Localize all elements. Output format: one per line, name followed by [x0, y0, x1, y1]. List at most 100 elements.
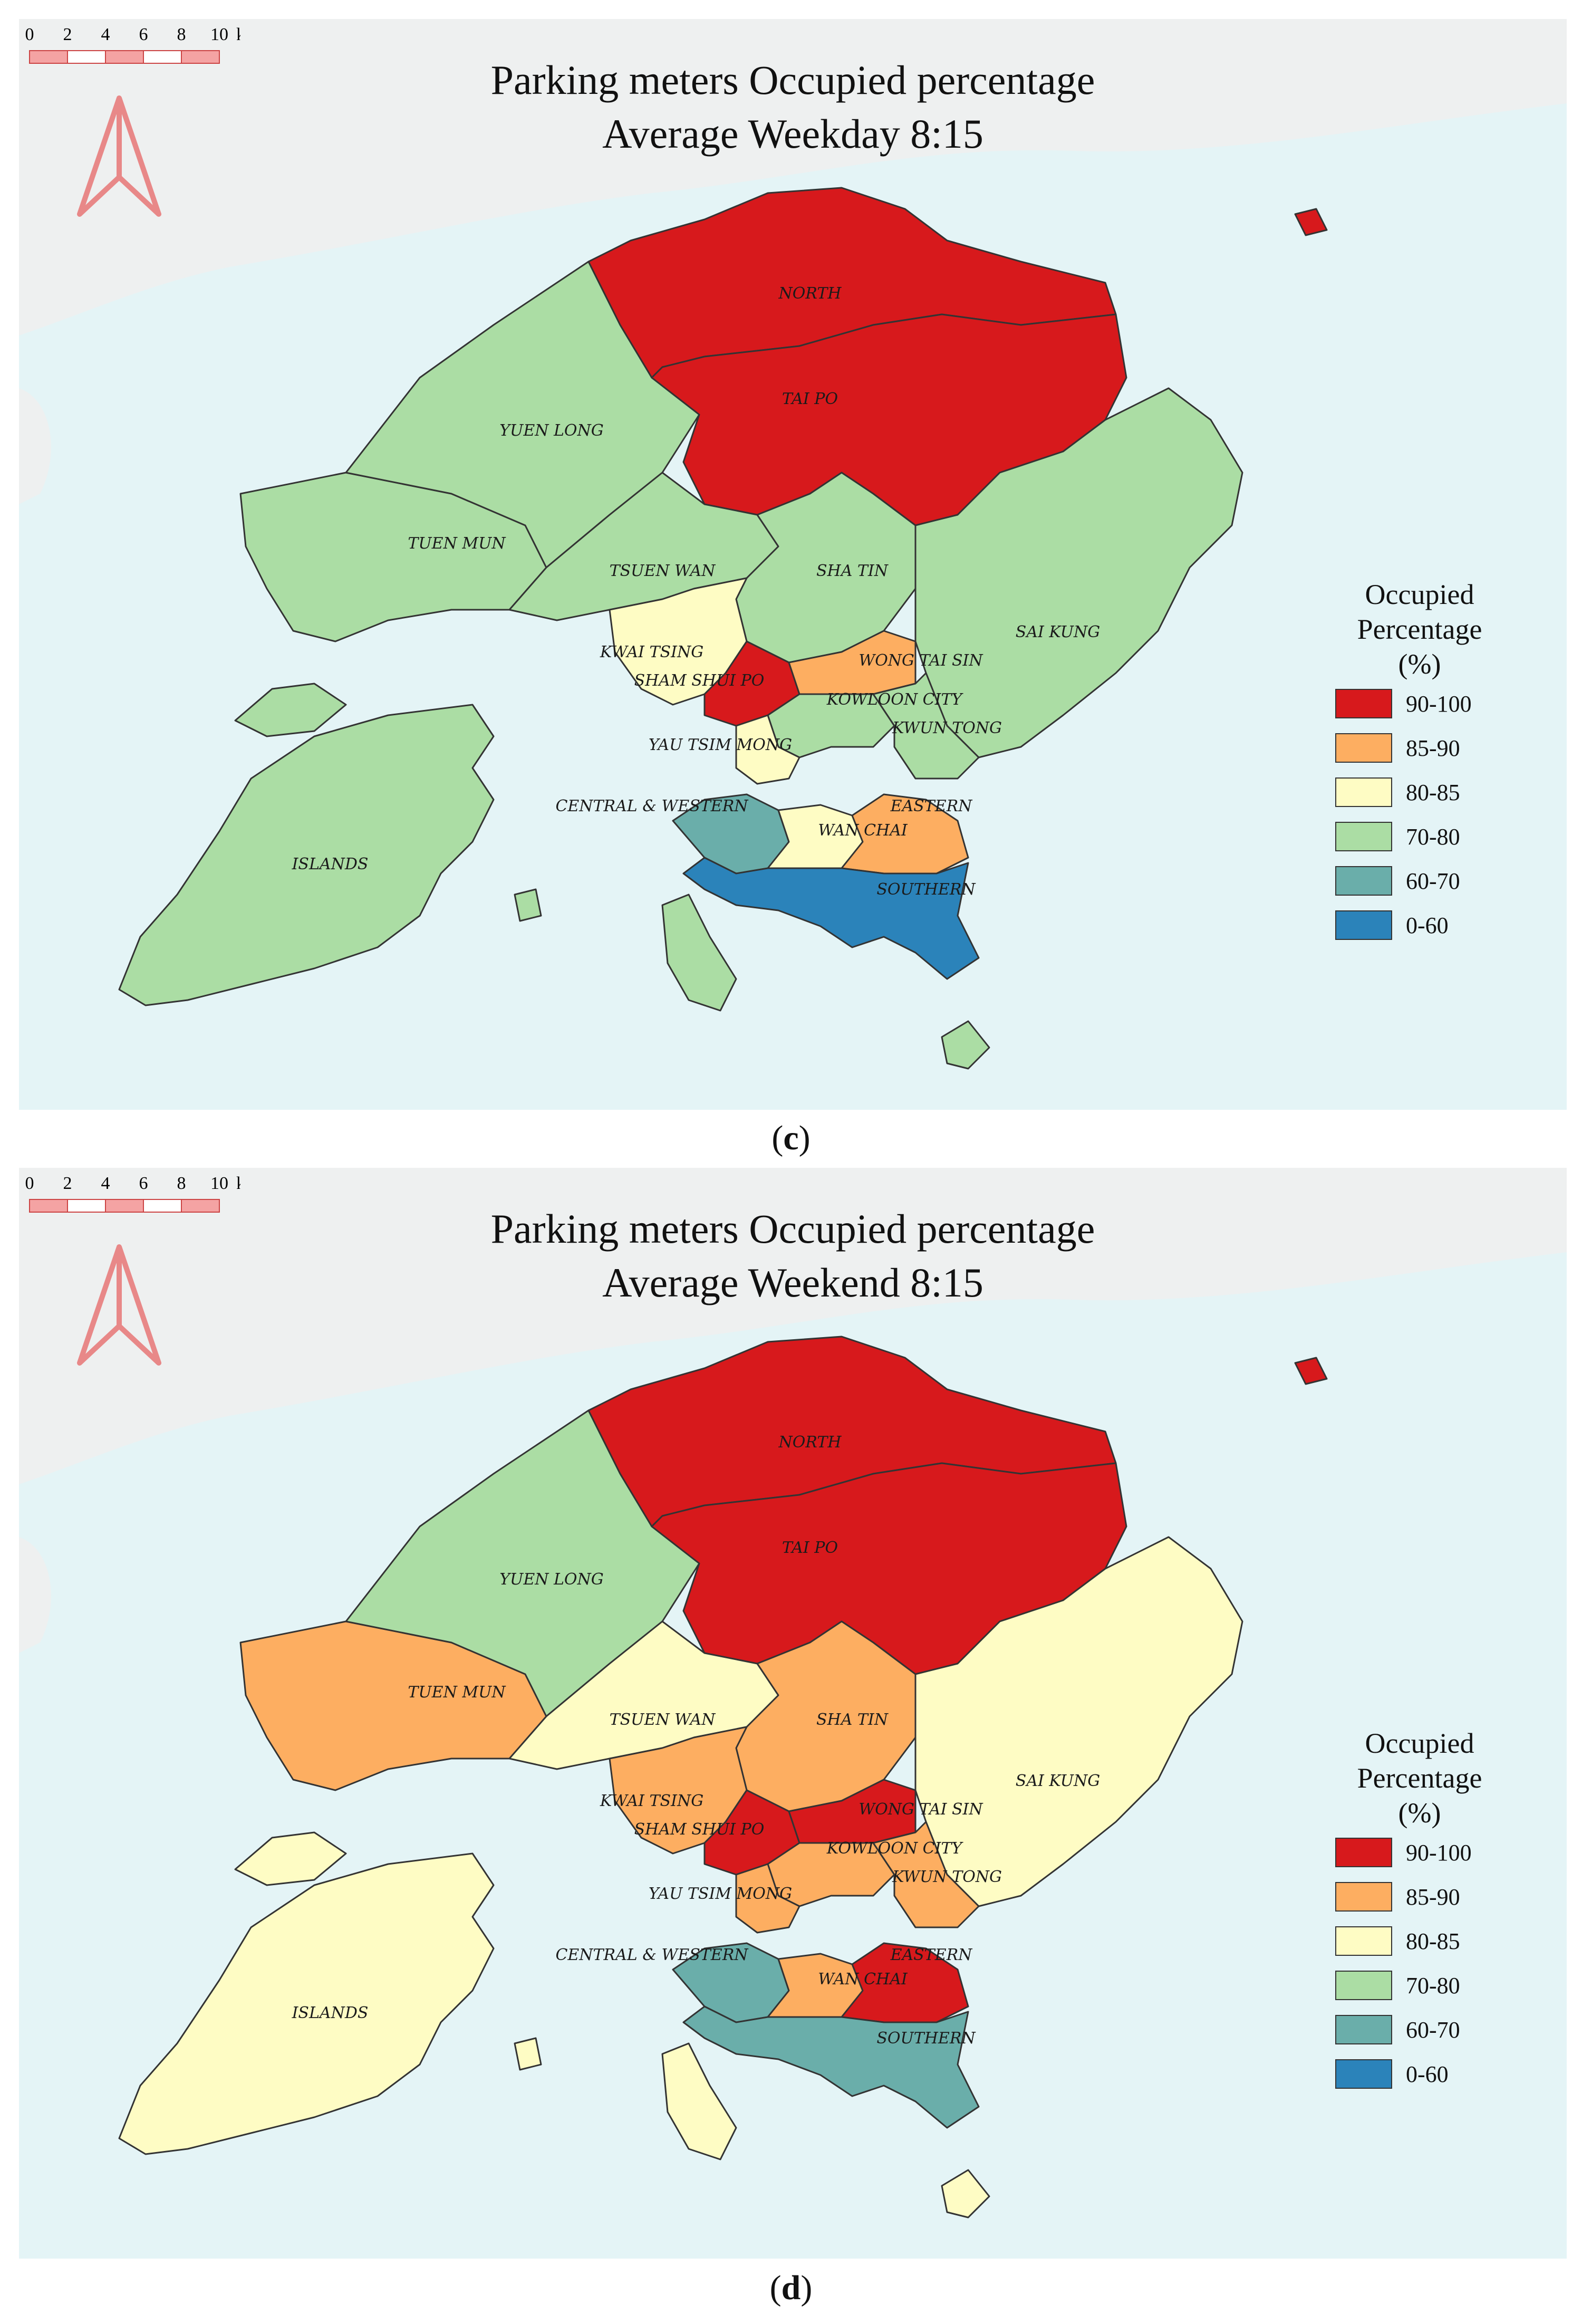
label-yau-tsim-mong: YAU TSIM MONG	[649, 736, 792, 754]
label-tsuen-wan: TSUEN WAN	[610, 562, 717, 580]
legend-swatch	[1335, 822, 1392, 851]
scale-segment	[29, 50, 68, 64]
label-tai-po: TAI PO	[782, 1539, 838, 1557]
label-sham-shui-po: SHAM SHUI PO	[634, 671, 765, 690]
legend-item: 0-60	[1335, 2052, 1504, 2096]
legend-swatch	[1335, 1838, 1392, 1867]
label-kowloon-city: KOWLOON CITY	[826, 1839, 964, 1858]
legend: Occupied Percentage (%) 90-100 85-90 80-…	[1335, 577, 1504, 947]
legend-label: 0-60	[1406, 912, 1449, 938]
label-yau-tsim-mong: YAU TSIM MONG	[649, 1885, 792, 1903]
scale-tick-label: 2	[63, 25, 72, 44]
scale-segment	[105, 1199, 144, 1213]
map-title-line1: Parking meters Occupied percentage	[490, 57, 1095, 103]
label-eastern: EASTERN	[890, 797, 973, 815]
label-wan-chai: WAN CHAI	[818, 1970, 908, 1989]
legend-item: 70-80	[1335, 814, 1504, 859]
scale-tick-label: 8	[177, 1174, 186, 1193]
district-labels: NORTH TAI PO YUEN LONG TUEN MUN TSUEN WA…	[292, 1433, 1101, 2048]
legend-swatch	[1335, 2015, 1392, 2044]
label-kowloon-city: KOWLOON CITY	[826, 690, 964, 709]
label-sham-shui-po: SHAM SHUI PO	[634, 1820, 765, 1839]
label-north: NORTH	[778, 284, 842, 303]
district-labels: NORTH TAI PO YUEN LONG TUEN MUN TSUEN WA…	[292, 284, 1101, 899]
legend-swatch	[1335, 689, 1392, 718]
label-sha-tin: SHA TIN	[816, 1711, 889, 1729]
choropleth-map: NORTH TAI PO YUEN LONG TUEN MUN TSUEN WA…	[19, 1168, 1567, 2219]
label-sai-kung: SAI KUNG	[1016, 1772, 1100, 1790]
scale-bar: 0 2 4 6 8 10 km	[25, 1174, 240, 1213]
scale-tick-label: 6	[139, 1174, 148, 1193]
basemap-mainland	[19, 19, 1567, 335]
legend-title-line3: (%)	[1398, 1797, 1441, 1829]
legend-title-line2: Percentage	[1357, 613, 1482, 645]
scale-bar: 0 2 4 6 8 10 km	[25, 25, 240, 64]
label-central-western: CENTRAL & WESTERN	[555, 797, 749, 815]
district-eastern	[841, 793, 969, 875]
legend-swatch	[1335, 1926, 1392, 1956]
scale-segment	[143, 50, 182, 64]
scale-tick-label: 4	[101, 25, 110, 44]
district-north-island	[1294, 1357, 1328, 1385]
map-panel-weekend: NORTH TAI PO YUEN LONG TUEN MUN TSUEN WA…	[19, 1168, 1567, 2259]
scale-segment	[29, 1199, 68, 1213]
district-islands-2	[234, 1831, 347, 1886]
map-title-line1: Parking meters Occupied percentage	[490, 1206, 1095, 1252]
caption-letter: d	[781, 2269, 801, 2307]
district-islands	[118, 704, 495, 1006]
district-islands-lamma-south	[941, 2169, 990, 2219]
label-wong-tai-sin: WONG TAI SIN	[858, 1800, 983, 1819]
district-southern	[682, 857, 980, 980]
label-north: NORTH	[778, 1433, 842, 1452]
legend-swatch	[1335, 733, 1392, 763]
caption-letter: c	[783, 1119, 799, 1157]
label-kwun-tong: KWUN TONG	[892, 1868, 1002, 1886]
label-sha-tin: SHA TIN	[816, 562, 889, 580]
legend-swatch	[1335, 2059, 1392, 2089]
legend-item: 70-80	[1335, 1963, 1504, 2008]
scale-segment	[143, 1199, 182, 1213]
district-north-island	[1294, 208, 1328, 236]
scale-tick-label: 6	[139, 25, 148, 44]
legend-swatch	[1335, 866, 1392, 896]
label-tsuen-wan: TSUEN WAN	[610, 1711, 717, 1729]
districts	[118, 187, 1328, 1070]
legend-item: 90-100	[1335, 681, 1504, 726]
legend-title-line1: Occupied	[1365, 579, 1474, 610]
map-title-line2: Average Weekend 8:15	[602, 1260, 983, 1305]
legend-title-line1: Occupied	[1365, 1727, 1474, 1759]
legend-item: 0-60	[1335, 903, 1504, 947]
scale-segment	[105, 50, 144, 64]
legend-label: 70-80	[1406, 1972, 1460, 1999]
legend-label: 0-60	[1406, 2061, 1449, 2087]
legend-item: 90-100	[1335, 1830, 1504, 1875]
choropleth-map: NORTH TAI PO YUEN LONG TUEN MUN TSUEN WA…	[19, 19, 1567, 1070]
label-yuen-long: YUEN LONG	[499, 421, 604, 440]
legend-label: 90-100	[1406, 690, 1472, 717]
basemap-lantau-fringe	[19, 388, 51, 504]
legend-item: 85-90	[1335, 726, 1504, 770]
legend-title-line3: (%)	[1398, 648, 1441, 680]
scale-segment	[67, 50, 106, 64]
scale-tick-label: 10	[210, 25, 228, 44]
label-eastern: EASTERN	[890, 1946, 973, 1964]
district-islands-cheungchau	[514, 2037, 542, 2071]
scale-tick-label: 0	[25, 1174, 34, 1193]
district-yau-tsim-mong	[735, 714, 800, 785]
scale-tick-label: 0	[25, 25, 34, 44]
map-title-line2: Average Weekday 8:15	[602, 111, 983, 157]
scale-tick-label: 4	[101, 1174, 110, 1193]
district-islands	[118, 1852, 495, 2155]
scale-unit: km	[236, 25, 240, 44]
scale-segment	[181, 50, 220, 64]
label-islands: ISLANDS	[292, 2004, 369, 2022]
label-southern: SOUTHERN	[876, 2029, 976, 2048]
districts	[118, 1336, 1328, 2219]
scale-tick-label: 8	[177, 25, 186, 44]
figure-caption-d: (d)	[769, 2269, 813, 2307]
map-panel-weekday: NORTH TAI PO YUEN LONG TUEN MUN TSUEN WA…	[19, 19, 1567, 1110]
legend-swatch	[1335, 910, 1392, 940]
legend: Occupied Percentage (%) 90-100 85-90 80-…	[1335, 1726, 1504, 2096]
legend-item: 60-70	[1335, 859, 1504, 903]
legend-swatch	[1335, 1882, 1392, 1912]
